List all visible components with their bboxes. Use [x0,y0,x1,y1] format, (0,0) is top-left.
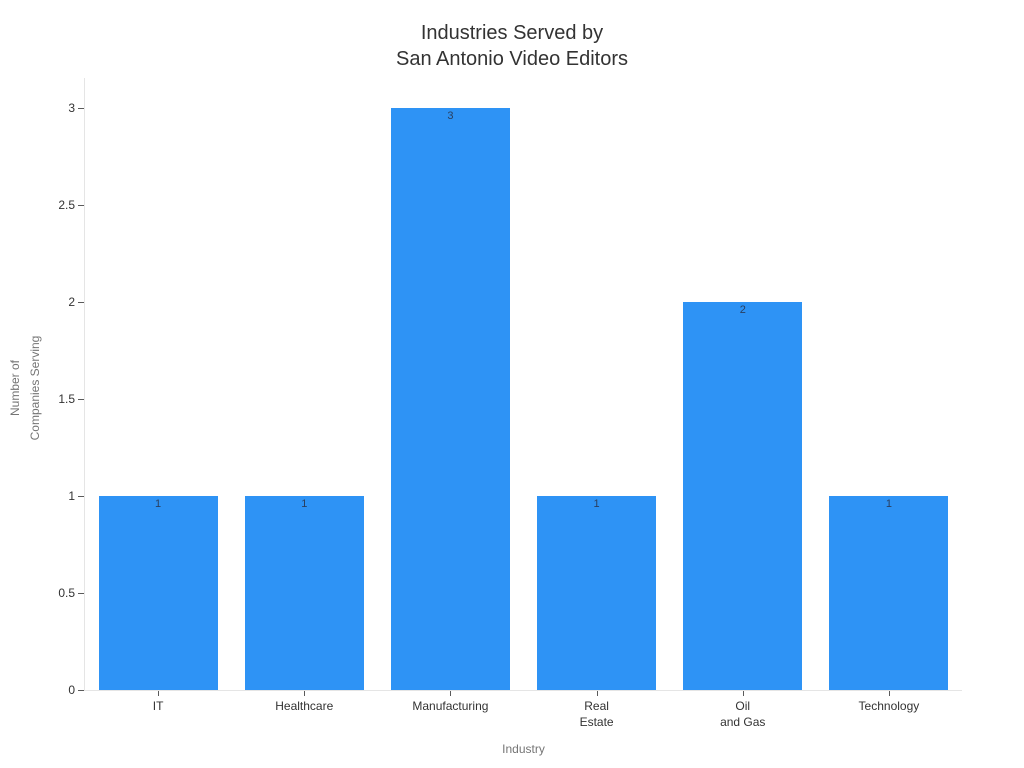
x-axis-title: Industry [502,742,545,756]
x-tick-label: Technology [858,699,920,713]
bar: 1 [244,496,364,690]
bar-value-label: 2 [739,304,746,316]
y-tick-mark [78,302,84,303]
x-tick-label: IT [152,699,164,713]
y-axis-line [84,78,85,690]
x-tick-mark [888,691,890,696]
bar: 3 [390,108,510,690]
y-tick-mark [78,496,84,497]
x-tick-label: Real Estate [579,699,614,729]
y-tick-mark [78,108,84,109]
y-tick-label: 3 [68,101,75,115]
y-tick-mark [78,690,84,691]
x-tick-mark [304,691,306,696]
y-tick-mark [78,205,84,206]
x-tick-label: Healthcare [275,699,334,713]
bar-value-label: 1 [885,498,892,510]
bar: 1 [537,496,657,690]
x-axis-line [84,690,962,691]
x-tick-mark [450,691,452,696]
y-tick-label: 1 [68,489,75,503]
bar: 1 [829,496,949,690]
bar-value-label: 1 [301,498,308,510]
y-tick-label: 0 [68,683,75,697]
chart-title: Industries Served by San Antonio Video E… [395,22,629,70]
bar: 2 [683,302,803,690]
x-tick-label: Oil and Gas [720,699,766,729]
y-axis-title: Number of Companies Serving [8,335,42,441]
y-tick-mark [78,399,84,400]
bar-value-label: 1 [155,498,162,510]
x-tick-mark [158,691,160,696]
bar: 1 [98,496,218,690]
x-tick-mark [742,691,744,696]
y-tick-label: 1.5 [58,392,75,406]
bar-value-label: 1 [593,498,600,510]
y-tick-mark [78,593,84,594]
y-tick-label: 0.5 [58,586,75,600]
x-tick-mark [596,691,598,696]
x-tick-label: Manufacturing [412,699,489,713]
y-tick-label: 2 [68,295,75,309]
bar-value-label: 3 [447,110,454,122]
y-tick-label: 2.5 [58,198,75,212]
